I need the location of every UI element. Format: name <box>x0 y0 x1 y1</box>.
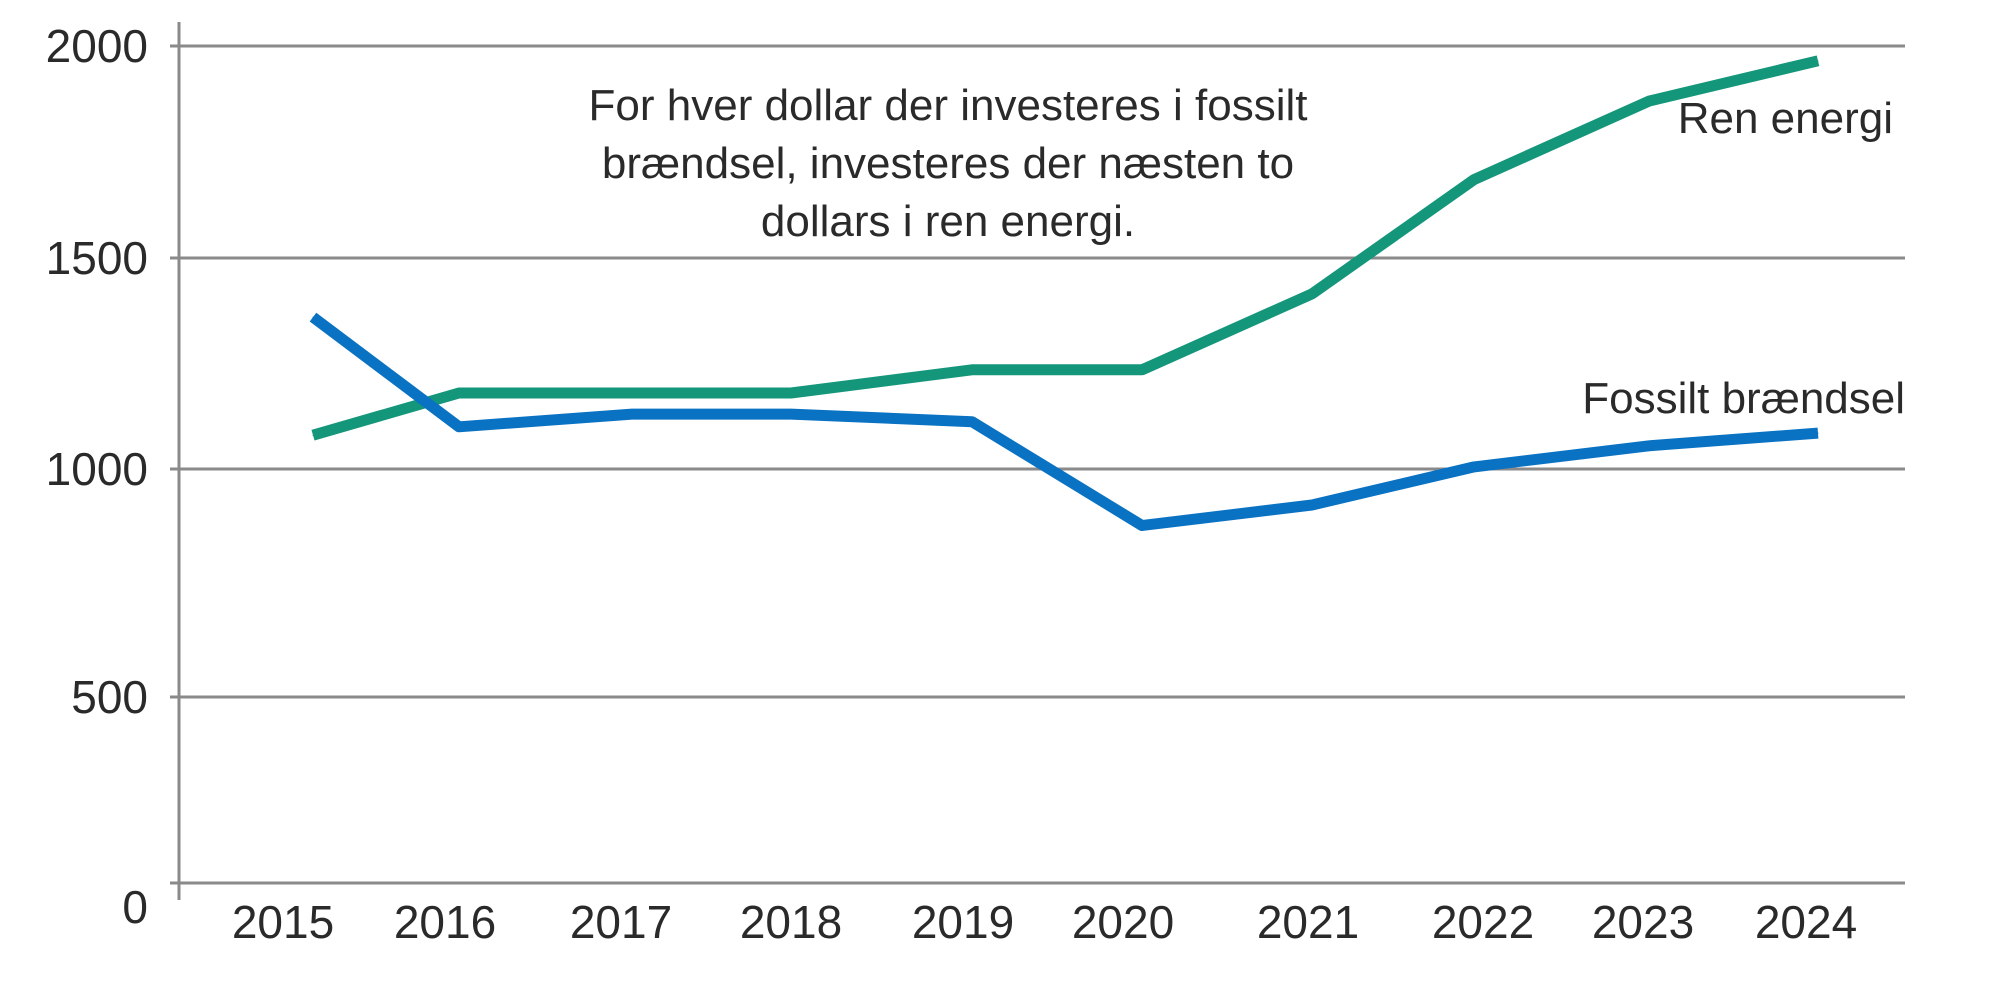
data-point <box>1648 100 1650 102</box>
annotation-line-2: brændsel, investeres der næsten to <box>602 139 1294 188</box>
data-point <box>458 426 460 428</box>
data-point <box>631 413 633 415</box>
data-point <box>458 392 460 394</box>
data-point <box>1648 445 1650 447</box>
data-point <box>631 392 633 394</box>
data-point <box>1473 466 1475 468</box>
data-point <box>312 316 314 318</box>
x-tick-label: 2016 <box>394 896 496 948</box>
annotation: For hver dollar der investeres i fossilt… <box>589 81 1308 246</box>
x-tick-label: 2019 <box>912 896 1014 948</box>
annotation-line-1: For hver dollar der investeres i fossilt <box>589 81 1308 130</box>
y-tick-label: 1500 <box>46 232 148 284</box>
x-tick-label: 2018 <box>740 896 842 948</box>
series-lines <box>309 55 1820 531</box>
x-tick-label: 2020 <box>1072 896 1174 948</box>
data-point <box>971 421 973 423</box>
data-point <box>790 392 792 394</box>
x-tick-label: 2022 <box>1432 896 1534 948</box>
data-point <box>1817 60 1819 62</box>
series-label-ren-energi: Ren energi <box>1678 94 1893 143</box>
y-tick-label: 0 <box>122 881 148 933</box>
x-tick-label: 2017 <box>570 896 672 948</box>
data-point <box>1311 293 1313 295</box>
series-line-1 <box>309 312 1819 531</box>
x-tick-label: 2021 <box>1257 896 1359 948</box>
y-tick-label: 2000 <box>46 20 148 72</box>
data-point <box>1141 369 1143 371</box>
y-tick-label: 500 <box>71 671 148 723</box>
data-point <box>1311 504 1313 506</box>
data-point <box>790 413 792 415</box>
data-point <box>1817 432 1819 434</box>
x-axis-ticks: 2015 2016 2017 2018 2019 2020 2021 2022 2023 2024 <box>232 896 1857 948</box>
data-point <box>312 434 314 436</box>
series-label-fossilt-braendsel: Fossilt brændsel <box>1582 374 1905 423</box>
x-tick-label: 2023 <box>1592 896 1694 948</box>
x-tick-label: 2015 <box>232 896 334 948</box>
y-tick-label: 1000 <box>46 443 148 495</box>
data-point <box>1141 525 1143 527</box>
series-line-0 <box>311 55 1820 441</box>
gridlines <box>170 22 1905 900</box>
annotation-line-3: dollars i ren energi. <box>761 197 1135 246</box>
data-point <box>1473 179 1475 181</box>
y-axis-ticks: 0 500 1000 1500 2000 <box>46 20 148 933</box>
x-tick-label: 2024 <box>1755 896 1857 948</box>
data-point <box>971 369 973 371</box>
